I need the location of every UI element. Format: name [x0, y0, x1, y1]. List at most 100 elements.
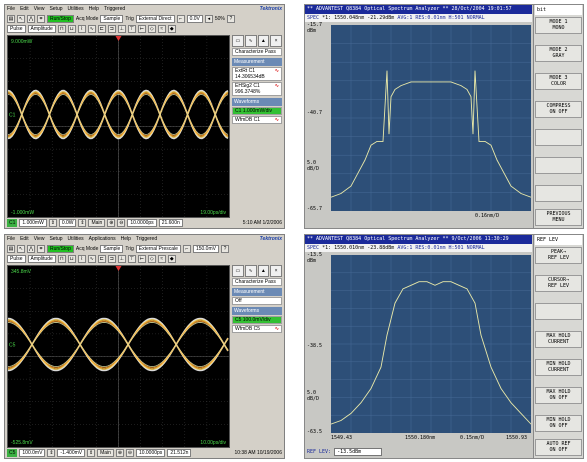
zoom-out-icon[interactable]: ⊖ — [117, 218, 126, 227]
menu-utilities[interactable]: Utilities — [67, 236, 84, 242]
amp-icon[interactable]: ⊥ — [117, 25, 126, 33]
softkey-mode-2[interactable]: MODE 2 GRAY — [535, 45, 582, 62]
stepper-icon[interactable]: ⇕ — [47, 448, 56, 457]
menu-edit[interactable]: Edit — [20, 6, 29, 12]
run-stop-button[interactable]: Run/Stop — [47, 245, 74, 253]
waveform-2[interactable]: WfmDB C5 ∿ — [232, 325, 282, 333]
softkey-auto-ref[interactable]: AUTO REF ON OFF — [535, 439, 582, 456]
close-icon[interactable]: × — [270, 35, 282, 47]
spectrum-plot[interactable] — [331, 25, 531, 211]
print-icon[interactable]: ▤ — [7, 15, 15, 23]
arrow-left-icon[interactable]: ◂ — [204, 15, 213, 23]
timebase-input[interactable]: 10.0000ps — [127, 218, 157, 227]
softkey-max-hold-current[interactable]: MAX HOLD CURRENT — [535, 331, 582, 348]
zoom-out-icon[interactable]: ⊖ — [125, 448, 134, 457]
vertical-scale[interactable]: 100.0mV — [19, 448, 46, 457]
menu-view[interactable]: View — [33, 6, 45, 12]
fall-icon[interactable]: ⊔ — [67, 255, 76, 263]
menu-setup[interactable]: Setup — [49, 236, 63, 242]
trig-level-input[interactable]: 150.0mV — [192, 245, 219, 253]
rise-icon[interactable]: ⊓ — [57, 25, 66, 33]
menu-setup[interactable]: Setup — [49, 6, 63, 12]
softkey-mode-3[interactable]: MODE 3 COLOR — [535, 73, 582, 90]
position-input[interactable]: 21.512n — [167, 448, 192, 457]
trig-level-input[interactable]: 0.0V — [186, 15, 203, 23]
print-icon[interactable]: ▤ — [7, 245, 15, 253]
menu-file[interactable]: File — [7, 6, 16, 12]
softkey-cursor-ref[interactable]: CURSOR→ REF LEV — [535, 275, 582, 292]
rise-icon[interactable]: ⊓ — [57, 255, 66, 263]
trig-select[interactable]: External Direct — [135, 15, 175, 23]
characterize-pass[interactable]: Characterize Pass — [232, 278, 282, 286]
vertical-offset[interactable]: -1.400mV — [57, 448, 86, 457]
close-icon[interactable]: × — [270, 265, 282, 277]
cursor-icon[interactable]: ↖ — [17, 15, 25, 23]
run-stop-button[interactable]: Run/Stop — [47, 15, 74, 23]
fall-icon[interactable]: ⊔ — [67, 25, 76, 33]
measure-select[interactable]: Amplitude — [27, 25, 56, 33]
characterize-pass[interactable]: Characterize Pass — [232, 48, 282, 56]
menu-help[interactable]: Help — [120, 236, 131, 242]
period-icon[interactable]: ⌇ — [77, 25, 86, 33]
softkey-blank-2[interactable] — [535, 157, 582, 174]
menu-help[interactable]: Help — [88, 6, 99, 12]
chart-icon[interactable]: ⌗ — [37, 15, 45, 23]
wave-icon[interactable]: ∿ — [244, 35, 257, 47]
softkey-max-hold[interactable]: MAX HOLD ON OFF — [535, 387, 582, 404]
waveform-display[interactable]: 9.000mW -1.000mW 19.00ps/div C1 — [7, 35, 230, 218]
freq-icon[interactable]: ∿ — [87, 25, 96, 33]
jitter-icon[interactable]: ≈ — [157, 255, 166, 263]
vertical-scale[interactable]: 1.000mW — [19, 218, 47, 227]
acq-mode-select[interactable]: Sample — [100, 15, 124, 23]
cursor-icon[interactable]: ↖ — [17, 245, 25, 253]
jitter-icon[interactable]: ≈ — [157, 25, 166, 33]
vertical-offset[interactable]: 0.0W — [58, 218, 77, 227]
softkey-mode-1[interactable]: MODE 1 MONO — [535, 17, 582, 34]
menu-file[interactable]: File — [7, 236, 16, 242]
waveform-display[interactable]: 345.8mV -525.8mV 10.00ps/div C5 — [7, 265, 230, 448]
mode-select[interactable]: Pulse — [7, 25, 26, 33]
min-icon[interactable]: ⊢ — [137, 25, 146, 33]
menu-view[interactable]: View — [33, 236, 45, 242]
softkey-blank[interactable] — [535, 303, 582, 320]
color-icon[interactable]: ◆ — [167, 255, 176, 263]
channel-label[interactable]: C5 — [7, 448, 18, 457]
softkey-peak-ref[interactable]: PEAK→ REF LEV — [535, 247, 582, 264]
eye-icon[interactable]: ◇ — [147, 255, 156, 263]
spectrum-plot[interactable] — [331, 255, 531, 433]
min-icon[interactable]: ⊢ — [137, 255, 146, 263]
color-icon[interactable]: ◆ — [167, 25, 176, 33]
marker-icon[interactable]: ▲ — [257, 35, 270, 47]
help-icon[interactable]: ? — [226, 15, 235, 23]
menu-applications[interactable]: Applications — [88, 236, 116, 242]
acq-mode-select[interactable]: Sample — [100, 245, 124, 253]
measurement-1[interactable]: ExtRt C1 ∿ 14.306534dB — [232, 67, 282, 81]
stepper-icon[interactable]: ⇕ — [87, 448, 96, 457]
measure-icon[interactable]: ⋀ — [27, 15, 35, 23]
stepper-icon[interactable]: ⇕ — [48, 218, 57, 227]
trig-select[interactable]: External Prescale — [135, 245, 181, 253]
stepper-icon[interactable]: ⇕ — [78, 218, 87, 227]
menu-utilities[interactable]: Utilities — [67, 6, 84, 12]
channel-label[interactable]: C1 — [7, 218, 18, 227]
measure-select[interactable]: Amplitude — [27, 255, 56, 263]
softkey-blank-1[interactable] — [535, 129, 582, 146]
waveform-1[interactable]: C5 100.0mV/div — [232, 316, 282, 324]
amp-icon[interactable]: ⊥ — [117, 255, 126, 263]
help-icon[interactable]: ? — [220, 245, 229, 253]
freq-icon[interactable]: ∿ — [87, 255, 96, 263]
waveform-1[interactable]: C1 1.000mW/div — [232, 107, 282, 115]
period-icon[interactable]: ⌇ — [77, 255, 86, 263]
max-icon[interactable]: ⊤ — [127, 25, 136, 33]
measurement-2[interactable]: EHSig2 C1 ∿ 996.3748% — [232, 82, 282, 96]
layout-icon[interactable]: ▭ — [232, 35, 244, 47]
timebase-input[interactable]: 10.0000ps — [135, 448, 166, 457]
ref-level-input[interactable]: -13.5dBm — [334, 447, 383, 456]
max-icon[interactable]: ⊤ — [127, 255, 136, 263]
measure-icon[interactable]: ⋀ — [27, 245, 35, 253]
zoom-in-icon[interactable]: ⊕ — [107, 218, 116, 227]
softkey-min-hold[interactable]: MIN HOLD ON OFF — [535, 415, 582, 432]
measurement-off[interactable]: Off — [232, 297, 282, 305]
layout-icon[interactable]: ▭ — [232, 265, 244, 277]
chart-icon[interactable]: ⌗ — [37, 245, 45, 253]
